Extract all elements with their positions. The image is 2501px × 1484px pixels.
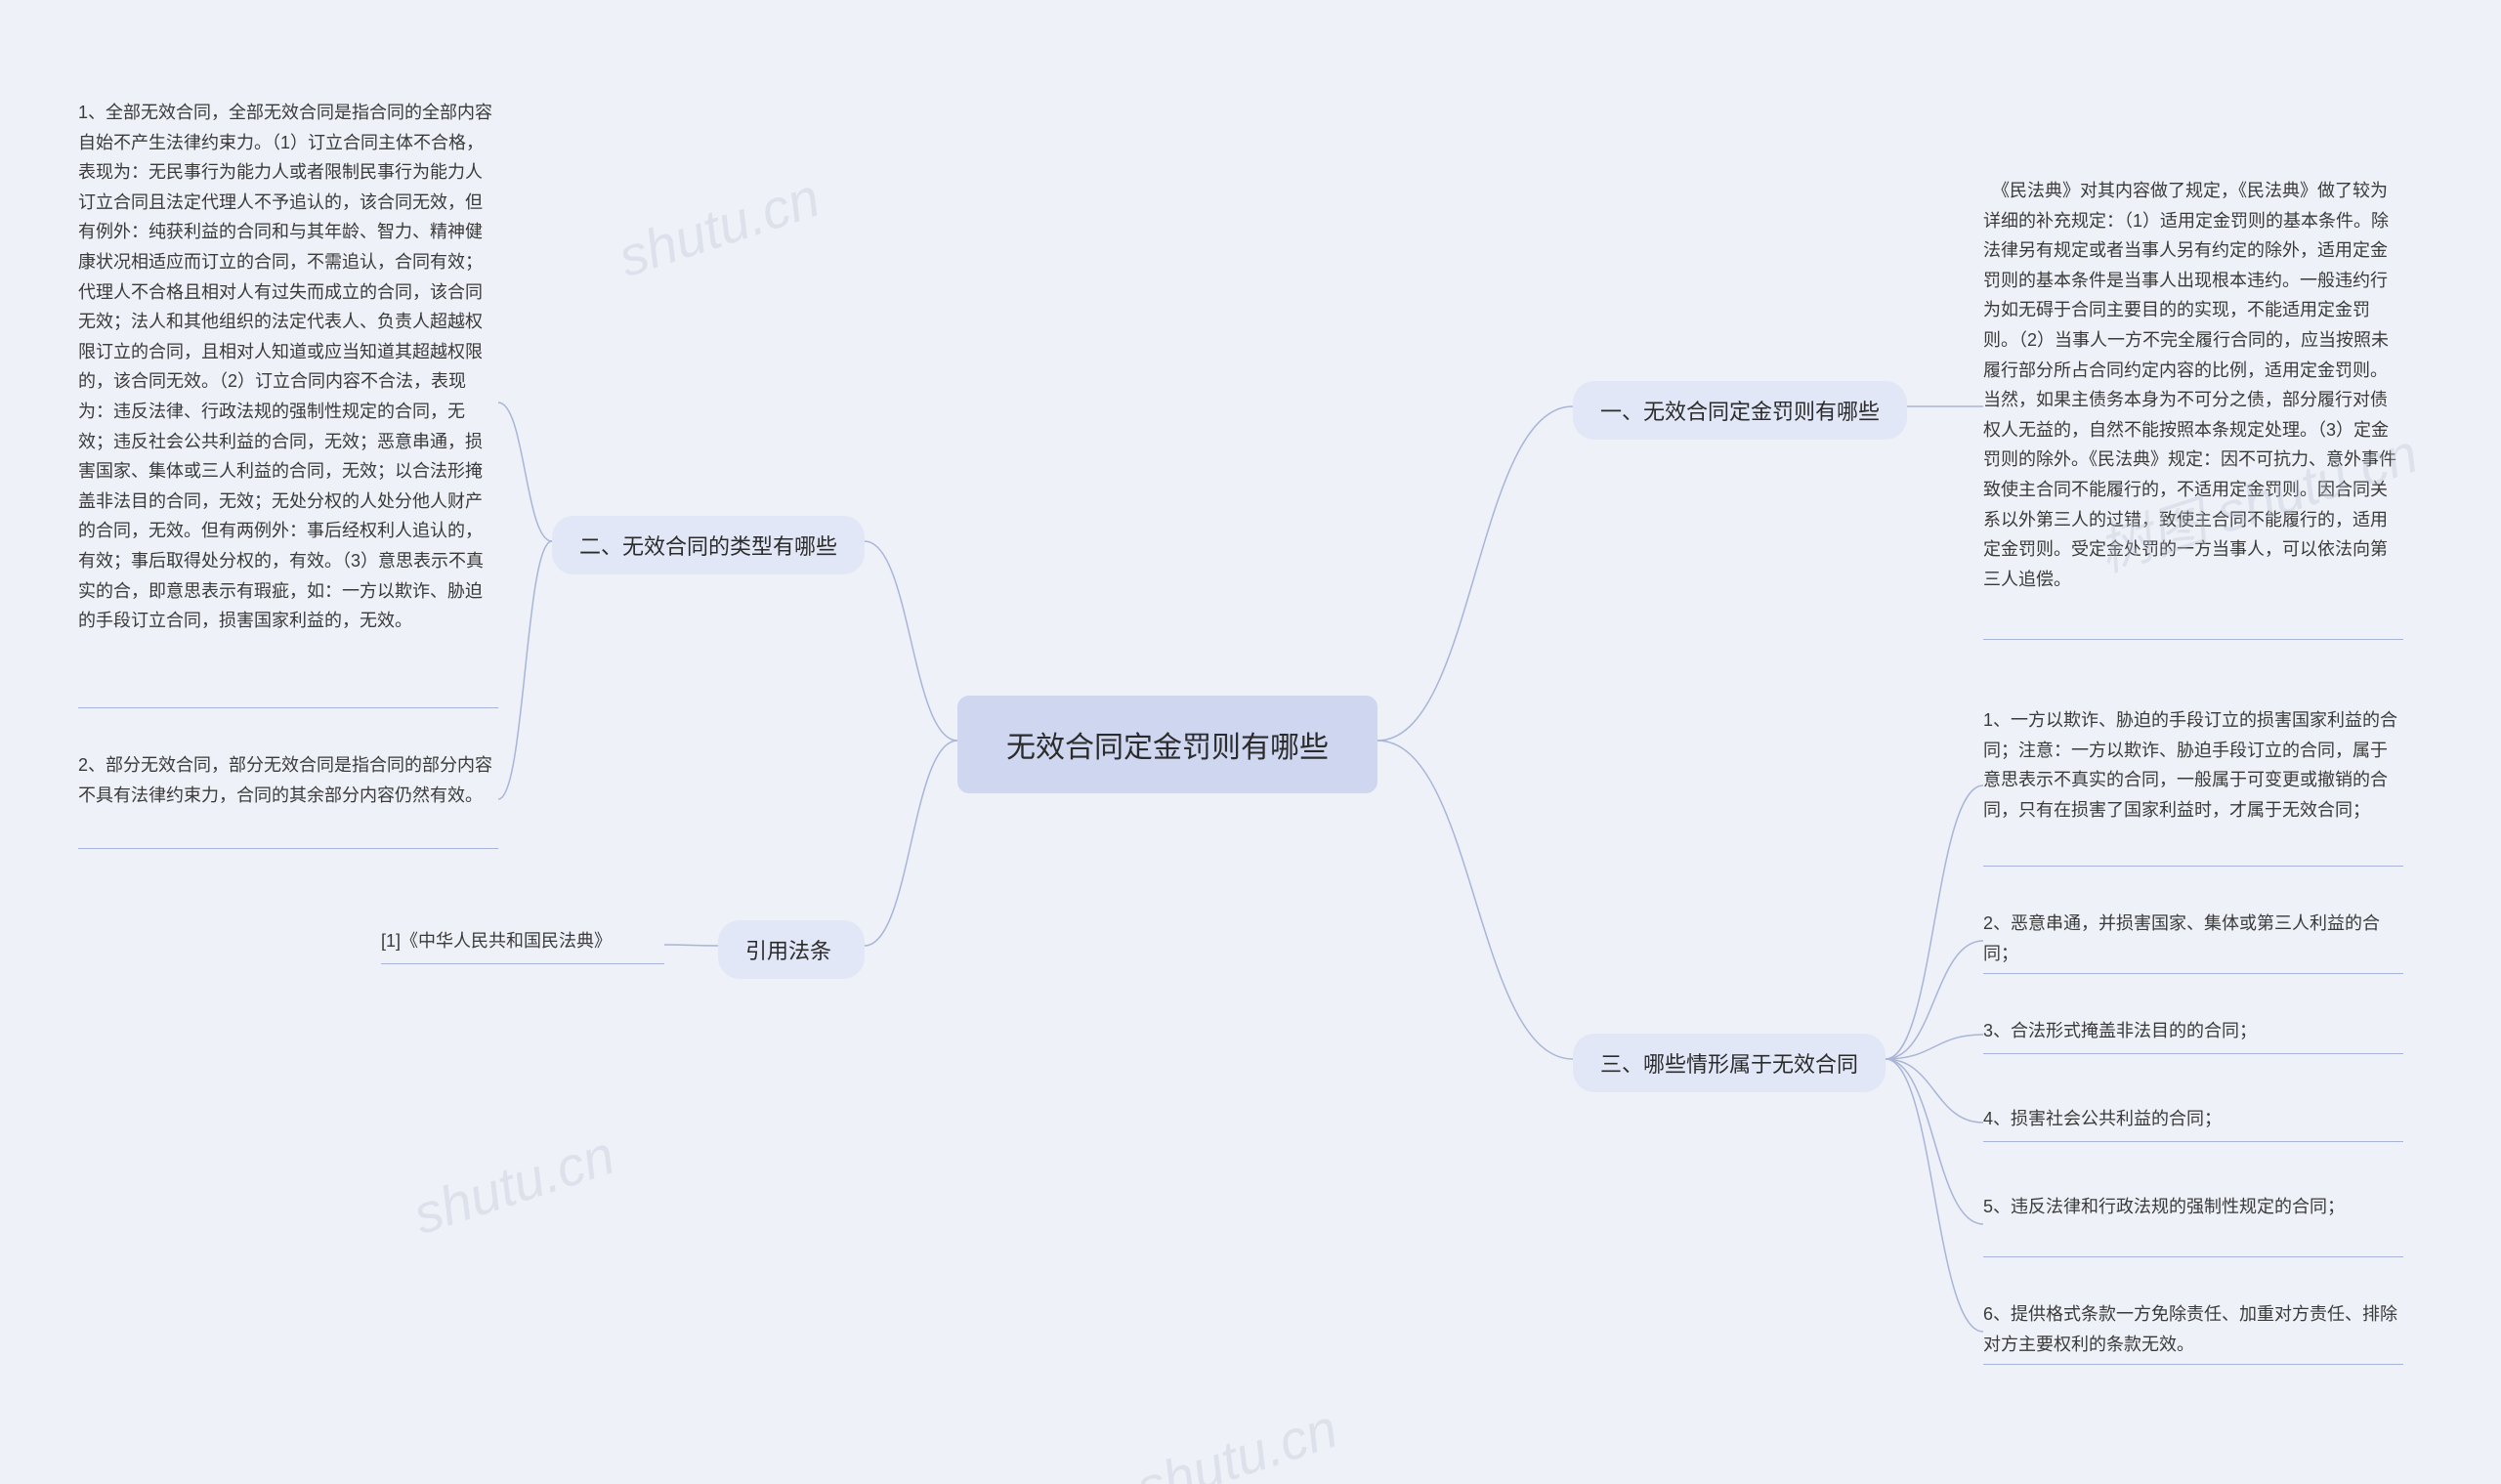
mindmap-center-node[interactable]: 无效合同定金罚则有哪些 [957, 696, 1378, 793]
leaf-s3l1: 1、一方以欺诈、胁迫的手段订立的损害国家利益的合同；注意：一方以欺诈、胁迫手段订… [1983, 705, 2403, 825]
leaf-underline [1983, 1256, 2403, 1257]
subnode-label: 一、无效合同定金罚则有哪些 [1600, 400, 1880, 424]
leaf-underline [381, 963, 664, 964]
subnode-s4[interactable]: 引用法条 [718, 920, 865, 979]
subnode-label: 引用法条 [745, 939, 831, 963]
subnode-label: 二、无效合同的类型有哪些 [579, 534, 837, 559]
leaf-s1l1: 《民法典》对其内容做了规定，《民法典》做了较为详细的补充规定：（1）适用定金罚则… [1983, 176, 2403, 594]
leaf-s3l4: 4、损害社会公共利益的合同； [1983, 1104, 2403, 1134]
leaf-s2l1: 1、全部无效合同，全部无效合同是指合同的全部内容自始不产生法律约束力。（1）订立… [78, 98, 498, 636]
watermark: shutu.cn [405, 1123, 621, 1247]
center-label: 无效合同定金罚则有哪些 [1006, 732, 1329, 764]
leaf-underline [1983, 1364, 2403, 1365]
leaf-underline [1983, 973, 2403, 974]
leaf-s3l2: 2、恶意串通，并损害国家、集体或第三人利益的合同； [1983, 909, 2403, 968]
leaf-s3l6: 6、提供格式条款一方免除责任、加重对方责任、排除对方主要权利的条款无效。 [1983, 1299, 2403, 1359]
subnode-s3[interactable]: 三、哪些情形属于无效合同 [1573, 1034, 1886, 1092]
watermark: shutu.cn [1128, 1396, 1344, 1484]
leaf-underline [1983, 639, 2403, 640]
leaf-s3l3: 3、合法形式掩盖非法目的的合同； [1983, 1016, 2403, 1046]
leaf-underline [1983, 1141, 2403, 1142]
leaf-underline [1983, 866, 2403, 867]
subnode-s2[interactable]: 二、无效合同的类型有哪些 [552, 516, 865, 574]
leaf-s4l1: [1]《中华人民共和国民法典》 [381, 926, 664, 956]
subnode-s1[interactable]: 一、无效合同定金罚则有哪些 [1573, 381, 1907, 440]
subnode-label: 三、哪些情形属于无效合同 [1600, 1052, 1858, 1077]
leaf-underline [78, 848, 498, 849]
leaf-underline [1983, 1053, 2403, 1054]
leaf-s2l2: 2、部分无效合同，部分无效合同是指合同的部分内容不具有法律约束力，合同的其余部分… [78, 750, 498, 810]
leaf-s3l5: 5、违反法律和行政法规的强制性规定的合同； [1983, 1192, 2403, 1222]
leaf-underline [78, 707, 498, 708]
watermark: shutu.cn [611, 165, 827, 289]
